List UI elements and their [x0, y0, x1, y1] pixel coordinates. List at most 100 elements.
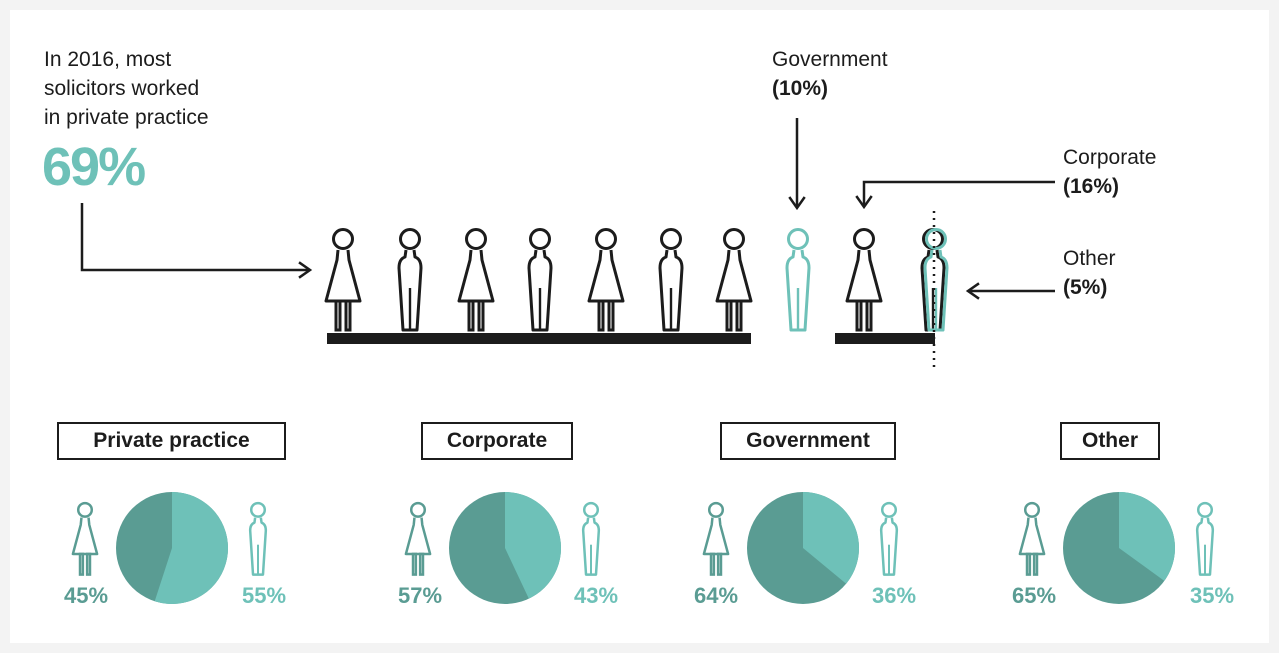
row-figure-1: [324, 228, 362, 332]
pie-3-male-icon-body: [879, 517, 899, 576]
pie-government-female-label: 64%: [694, 583, 739, 608]
pie-4-female-icon-leg-left: [1025, 552, 1032, 576]
row-figure-8: [785, 228, 811, 332]
arrow-corporate-line: [862, 180, 1055, 207]
arrow-private-head: [298, 261, 313, 279]
row-figure-4-head: [529, 228, 551, 250]
private-practice-percent: 69%: [42, 137, 146, 197]
row-figure-3: [457, 228, 495, 332]
row-figure-4: [527, 228, 553, 332]
callout-corporate-value: (16%): [1063, 175, 1120, 198]
row-figure-9-leg-right: [865, 299, 873, 332]
pie-3-female-icon-head: [707, 501, 725, 518]
pie-3-female-icon-dress: [702, 517, 730, 556]
row-figure-9: [845, 228, 883, 332]
row-figure-3-leg-right: [477, 299, 485, 332]
row-figure-1-leg-right: [344, 299, 352, 332]
callout-other-name: Other: [1063, 247, 1116, 270]
pie-4-female-icon: [1018, 501, 1046, 576]
pie-2-female-icon-leg-left: [411, 552, 418, 576]
pie-corporate-female-label: 57%: [398, 583, 443, 608]
platform-corporate: [835, 333, 935, 344]
pie-title-government: Government: [720, 422, 896, 460]
callout-corporate: Corporate (16%): [1063, 143, 1156, 201]
intro-text: In 2016, most solicitors worked in priva…: [44, 45, 209, 132]
pie-4-male-icon-body: [1195, 517, 1215, 576]
row-figure-1-dress: [324, 249, 362, 303]
row-figure-3-leg-left: [467, 299, 475, 332]
pie-3-male-icon: [879, 501, 899, 576]
intro-line-2: solicitors worked: [44, 77, 200, 100]
pie-title-other: Other: [1060, 422, 1160, 460]
intro-line-1: In 2016, most: [44, 48, 172, 71]
row-figure-6: [658, 228, 684, 332]
row-figure-5: [587, 228, 625, 332]
pie-2-female-icon: [404, 501, 432, 576]
row-figure-6-head: [660, 228, 682, 250]
pie-1-female-icon-head: [76, 501, 94, 518]
row-figure-9-leg-left: [855, 299, 863, 332]
row-figure-2: [397, 228, 423, 332]
row-figure-7-head: [723, 228, 745, 250]
row-figure-3-head: [465, 228, 487, 250]
pie-3-male-icon-head: [880, 501, 898, 518]
pie-2-female-icon-dress: [404, 517, 432, 556]
platform-private-practice: [327, 333, 751, 344]
row-figure-5-head: [595, 228, 617, 250]
pie-4-male-icon-head: [1196, 501, 1214, 518]
pie-2-male-slice: [505, 492, 561, 599]
row-figure-5-leg-right: [607, 299, 615, 332]
pie-1-male-icon-body: [248, 517, 268, 576]
arrow-private-line: [80, 203, 310, 272]
pie-private-female-label: 45%: [64, 583, 109, 608]
row-figure-7-dress: [715, 249, 753, 303]
pie-title-private-practice: Private practice: [57, 422, 286, 460]
pie-3-male-slice: [803, 492, 859, 584]
pie-1-male-icon-head: [249, 501, 267, 518]
pie-4-female-icon-head: [1023, 501, 1041, 518]
pie-corporate-male-label: 43%: [574, 583, 619, 608]
arrow-corporate-head: [855, 195, 873, 210]
callout-other: Other (5%): [1063, 244, 1116, 302]
callout-other-value: (5%): [1063, 276, 1108, 299]
callout-government: Government (10%): [772, 45, 888, 103]
row-figure-2-head: [399, 228, 421, 250]
pie-4-male-icon: [1195, 501, 1215, 576]
pie-1-female-icon-leg-left: [78, 552, 85, 576]
row-figure-1-head: [332, 228, 354, 250]
pie-2-female-icon-leg-right: [418, 552, 425, 576]
row-figure-1-leg-left: [334, 299, 342, 332]
pie-2-male-icon-body: [581, 517, 601, 576]
pie-4-male-slice: [1119, 492, 1176, 581]
row-figure-3-dress: [457, 249, 495, 303]
pie-1-female-icon: [71, 501, 99, 576]
pie-government-male-label: 36%: [872, 583, 917, 608]
callout-corporate-name: Corporate: [1063, 146, 1157, 169]
pie-1-male-icon: [248, 501, 268, 576]
pie-3-female-icon-leg-left: [709, 552, 716, 576]
row-figure-9-dress: [845, 249, 883, 303]
pie-other-male-label: 35%: [1190, 583, 1235, 608]
row-figure-9-head: [853, 228, 875, 250]
row-figure-7-leg-right: [735, 299, 743, 332]
arrow-other-head: [965, 282, 980, 300]
pie-other-female-label: 65%: [1012, 583, 1057, 608]
intro-line-3: in private practice: [44, 106, 209, 129]
pie-2-female-icon-head: [409, 501, 427, 518]
callout-government-name: Government: [772, 48, 888, 71]
row-figure-5-dress: [587, 249, 625, 303]
row-figure-other-half: [923, 228, 949, 332]
row-figure-7-leg-left: [725, 299, 733, 332]
pie-1-male-slice: [154, 492, 229, 605]
pie-3-female-icon: [702, 501, 730, 576]
pie-title-corporate: Corporate: [421, 422, 573, 460]
callout-government-value: (10%): [772, 77, 829, 100]
row-figure-other-half-head: [925, 228, 947, 250]
pie-4-female-icon-leg-right: [1032, 552, 1039, 576]
pie-2-male-icon-head: [582, 501, 600, 518]
arrow-government-head: [788, 196, 806, 211]
pie-3-female-icon-leg-right: [716, 552, 723, 576]
pie-2-male-icon: [581, 501, 601, 576]
pie-4-female-icon-dress: [1018, 517, 1046, 556]
